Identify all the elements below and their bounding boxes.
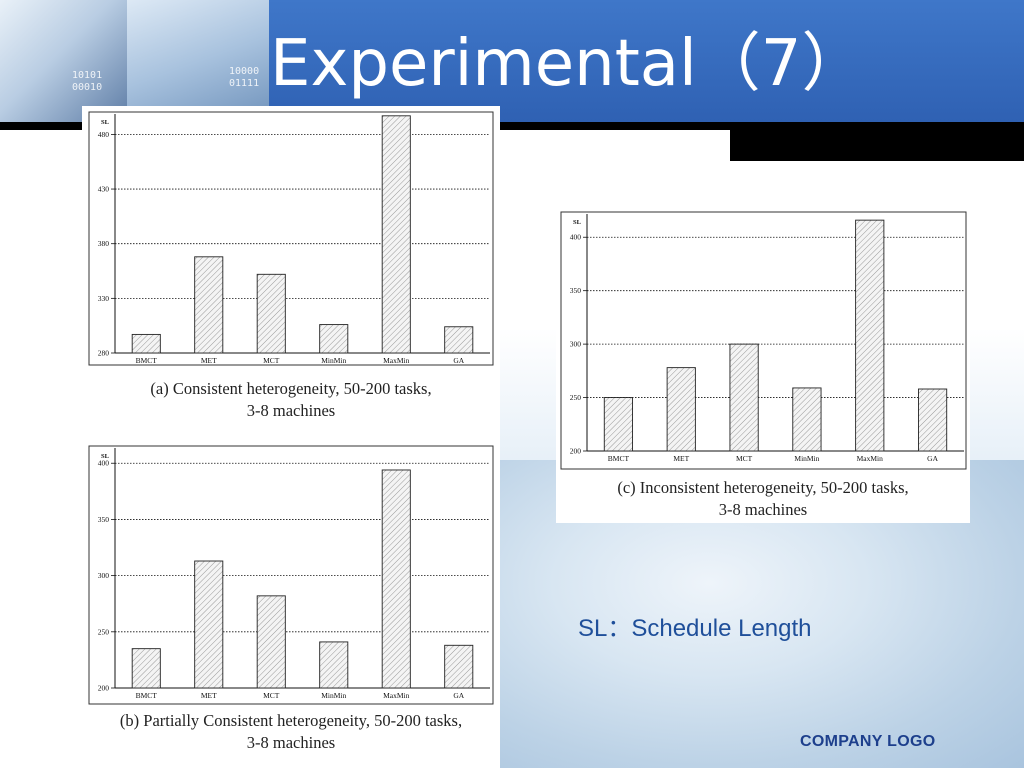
chart-c-caption: (c) Inconsistent heterogeneity, 50-200 t… [556,477,970,521]
y-tick-label: 350 [98,515,110,524]
y-tick-label: 200 [98,684,110,693]
x-tick-label: BMCT [608,454,630,463]
chart-a: SL 280 330 380 430 480 BMCT MET MCT MinMin MaxMin G… [88,111,494,366]
x-tick-label: MCT [263,691,280,700]
chart-a-caption-line1: (a) Consistent heterogeneity, 50-200 tas… [150,379,432,398]
y-tick-label: 250 [570,393,582,402]
bar-minmin [792,387,822,452]
x-tick-label: MaxMin [857,454,884,463]
bar-met [194,256,224,354]
y-tick-label: 280 [98,349,110,358]
binary-text-right: 10000 01111 [229,66,260,89]
chart-panel-a: SL 280 330 380 430 480 BMCT MET MCT MinMin MaxMin G… [82,106,500,430]
header-dark-bar [730,130,1024,161]
y-tick-label: 250 [98,627,110,636]
x-tick-label: BMCT [136,356,158,365]
x-tick-label: MET [201,691,217,700]
slide-title: Experimental（7） [270,27,866,101]
y-axis-label: SL [101,119,110,126]
x-tick-label: MaxMin [383,691,410,700]
y-axis-label: SL [101,453,110,460]
chart-a-caption: (a) Consistent heterogeneity, 50-200 tas… [82,378,500,422]
y-tick-label: 200 [570,447,582,456]
bar-ga [444,644,474,689]
chart-b: SL 200 250 300 350 400 BMCT MET MCT MinMin MaxMin G… [88,445,494,705]
chart-b-caption-line1: (b) Partially Consistent heterogeneity, … [119,711,463,730]
x-tick-label: MCT [736,454,753,463]
chart-panel-c: SL 200 250 300 350 400 BMCT MET MCT MinMin MaxMin G… [556,207,970,523]
laptop-image: 10101 00010 [0,0,127,122]
bar-maxmin [381,115,411,354]
x-tick-label: MinMin [321,691,346,700]
chart-frame [88,111,494,366]
bar-met [666,367,696,452]
chart-c-caption-line1: (c) Inconsistent heterogeneity, 50-200 t… [617,478,909,497]
bar-ga [444,326,474,354]
bar-minmin [319,324,349,354]
binary-text-left: 10101 00010 [72,70,103,93]
chart-c-caption-line2: 3-8 machines [718,500,808,519]
bar-maxmin [381,469,411,689]
x-tick-label: GA [927,454,938,463]
y-axis-label: SL [573,219,582,226]
x-tick-label: MaxMin [383,356,410,365]
x-tick-label: MCT [263,356,280,365]
chart-b-caption-line2: 3-8 machines [246,733,336,752]
y-tick-label: 430 [98,185,110,194]
y-tick-label: 300 [98,571,110,580]
sl-definition-note: SL：Schedule Length [578,615,812,642]
chart-a-caption-line2: 3-8 machines [246,401,336,420]
header-rule [0,122,1024,130]
x-tick-label: MET [201,356,217,365]
bar-minmin [319,641,349,689]
x-tick-label: MinMin [321,356,346,365]
x-tick-label: GA [453,356,464,365]
chart-c: SL 200 250 300 350 400 BMCT MET MCT MinMin MaxMin G… [560,211,967,470]
x-tick-label: MinMin [794,454,819,463]
chart-b-caption: (b) Partially Consistent heterogeneity, … [76,710,506,754]
bar-ga [917,388,948,452]
bar-mct [256,273,286,354]
bar-bmct [131,333,161,354]
y-tick-label: 330 [98,294,110,303]
y-tick-label: 480 [98,130,110,139]
bar-maxmin [855,219,885,452]
y-tick-label: 400 [570,233,582,242]
chart-panel-b: SL 200 250 300 350 400 BMCT MET MCT MinMin MaxMin G… [82,440,500,762]
bar-bmct [603,397,634,452]
y-tick-label: 380 [98,239,110,248]
mouse-image: 10000 01111 [127,0,269,122]
bar-bmct [131,648,161,689]
y-tick-label: 300 [570,340,582,349]
x-tick-label: BMCT [136,691,158,700]
x-tick-label: GA [453,691,464,700]
y-tick-label: 350 [570,286,582,295]
x-tick-label: MET [673,454,689,463]
bar-mct [256,595,286,689]
bar-met [194,560,224,689]
company-logo: COMPANY LOGO [800,733,936,750]
y-tick-label: 400 [98,459,110,468]
bar-mct [729,343,759,452]
